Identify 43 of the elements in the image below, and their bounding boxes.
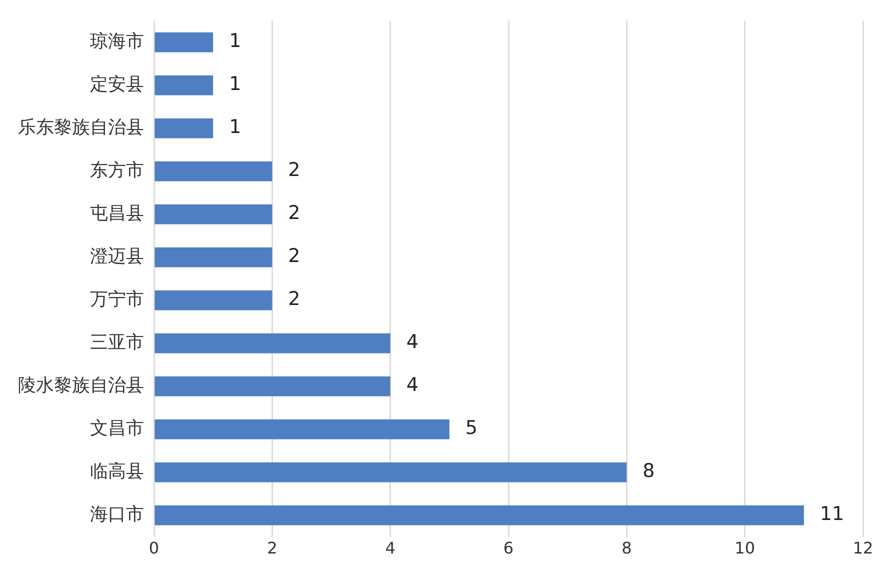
bar xyxy=(154,75,214,96)
data-label: 8 xyxy=(642,460,655,482)
y-tick-label: 文昌市 xyxy=(90,418,144,439)
bar xyxy=(154,247,272,268)
data-label: 2 xyxy=(288,159,300,182)
data-label: 2 xyxy=(288,202,300,224)
x-tick-label: 2 xyxy=(267,538,278,558)
y-tick-label: 临高县 xyxy=(90,460,144,482)
y-tick-label: 澄迈县 xyxy=(90,246,144,267)
x-tick-label: 4 xyxy=(385,538,396,558)
x-tick-label: 8 xyxy=(622,538,632,558)
y-tick-label: 东方市 xyxy=(90,160,144,181)
bar xyxy=(154,419,450,440)
x-tick-label: 12 xyxy=(852,538,874,558)
x-tick-label: 10 xyxy=(734,538,756,558)
y-tick-label: 乐东黎族自治县 xyxy=(18,116,144,138)
bar xyxy=(154,32,214,52)
data-label: 4 xyxy=(406,331,418,354)
bar xyxy=(154,161,272,182)
y-tick-label: 万宁市 xyxy=(90,288,144,310)
bar xyxy=(154,376,390,396)
data-label: 11 xyxy=(820,503,844,526)
data-label: 5 xyxy=(465,417,478,440)
data-label: 1 xyxy=(229,73,242,96)
data-label: 2 xyxy=(288,245,300,268)
data-label: 2 xyxy=(288,288,300,310)
y-tick-label: 海口市 xyxy=(90,504,144,525)
bar xyxy=(154,462,627,482)
bar xyxy=(154,118,214,138)
y-tick-label: 屯昌县 xyxy=(90,202,144,224)
data-label: 1 xyxy=(229,116,242,138)
y-tick-label: 陵水黎族自治县 xyxy=(18,374,144,396)
y-tick-label: 定安县 xyxy=(90,74,144,95)
data-label: 4 xyxy=(406,374,418,396)
x-tick-label: 0 xyxy=(148,538,160,558)
bar xyxy=(154,333,390,354)
bar xyxy=(154,204,272,224)
bar xyxy=(154,505,804,526)
bar xyxy=(154,290,272,310)
x-tick-label: 6 xyxy=(503,538,514,558)
y-tick-label: 琼海市 xyxy=(90,30,144,52)
y-tick-label: 三亚市 xyxy=(90,332,144,353)
data-label: 1 xyxy=(229,30,242,52)
